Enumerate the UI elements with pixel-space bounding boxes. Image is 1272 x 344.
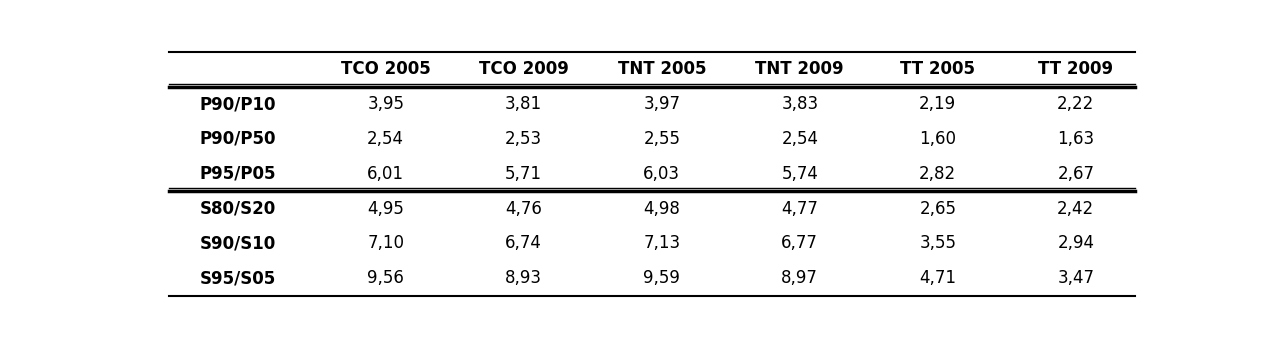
Text: 3,81: 3,81 [505,95,542,113]
Text: S80/S20: S80/S20 [200,200,276,217]
Text: P90/P10: P90/P10 [200,95,276,113]
Text: 7,10: 7,10 [368,234,404,252]
Text: 6,74: 6,74 [505,234,542,252]
Text: 2,65: 2,65 [920,200,957,217]
Text: 9,56: 9,56 [368,269,404,287]
Text: 1,63: 1,63 [1057,130,1094,148]
Text: TNT 2005: TNT 2005 [617,60,706,78]
Text: 2,94: 2,94 [1057,234,1094,252]
Text: 3,55: 3,55 [920,234,957,252]
Text: P90/P50: P90/P50 [200,130,276,148]
Text: 2,82: 2,82 [920,165,957,183]
Text: 2,19: 2,19 [920,95,957,113]
Text: 4,98: 4,98 [644,200,681,217]
Text: 2,54: 2,54 [781,130,818,148]
Text: TT 2005: TT 2005 [901,60,976,78]
Text: 9,59: 9,59 [644,269,681,287]
Text: 4,77: 4,77 [781,200,818,217]
Text: 2,55: 2,55 [644,130,681,148]
Text: 6,03: 6,03 [644,165,681,183]
Text: 7,13: 7,13 [644,234,681,252]
Text: 3,97: 3,97 [644,95,681,113]
Text: 2,53: 2,53 [505,130,542,148]
Text: 4,95: 4,95 [368,200,404,217]
Text: 3,47: 3,47 [1057,269,1094,287]
Text: 2,42: 2,42 [1057,200,1094,217]
Text: 4,71: 4,71 [920,269,957,287]
Text: 6,77: 6,77 [781,234,818,252]
Text: S90/S10: S90/S10 [200,234,276,252]
Text: P95/P05: P95/P05 [200,165,276,183]
Text: TCO 2009: TCO 2009 [478,60,569,78]
Text: 2,22: 2,22 [1057,95,1094,113]
Text: 1,60: 1,60 [920,130,957,148]
Text: TT 2009: TT 2009 [1038,60,1113,78]
Text: 4,76: 4,76 [505,200,542,217]
Text: 3,95: 3,95 [368,95,404,113]
Text: TCO 2005: TCO 2005 [341,60,431,78]
Text: 5,74: 5,74 [781,165,818,183]
Text: TNT 2009: TNT 2009 [756,60,845,78]
Text: 2,67: 2,67 [1057,165,1094,183]
Text: 8,93: 8,93 [505,269,542,287]
Text: S95/S05: S95/S05 [200,269,276,287]
Text: 5,71: 5,71 [505,165,542,183]
Text: 3,83: 3,83 [781,95,818,113]
Text: 6,01: 6,01 [368,165,404,183]
Text: 2,54: 2,54 [368,130,404,148]
Text: 8,97: 8,97 [781,269,818,287]
